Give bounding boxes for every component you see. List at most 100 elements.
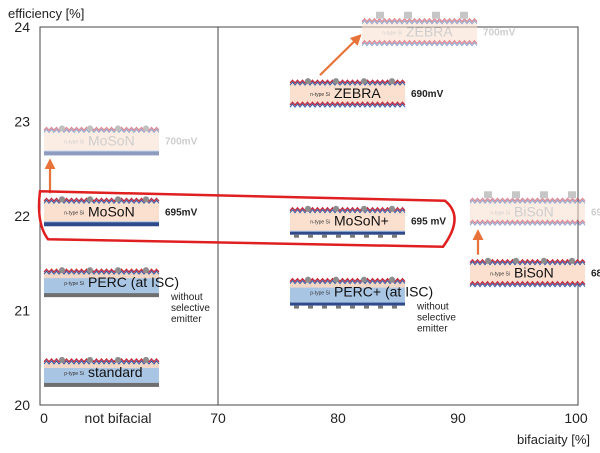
cell-voltage: 700mV xyxy=(483,28,516,39)
front-contact xyxy=(569,257,575,264)
rear-texture xyxy=(361,39,478,45)
front-coating xyxy=(43,270,160,275)
front-contact xyxy=(143,356,149,363)
cell-note: emitter xyxy=(417,324,448,335)
front-contact xyxy=(59,356,65,363)
front-coating xyxy=(289,279,406,285)
front-contact xyxy=(333,276,339,283)
rear-contact xyxy=(294,305,299,309)
rear-contact xyxy=(350,234,355,238)
cell-voltage: 690mV xyxy=(411,89,444,100)
front-contact xyxy=(87,267,93,274)
cell-voltage: 700mV xyxy=(165,136,198,147)
rear-coating xyxy=(361,41,478,47)
wafer-label: n-type Si xyxy=(310,220,330,226)
front-coating xyxy=(289,81,406,86)
x-tick-label: 80 xyxy=(330,410,346,426)
rear-contact xyxy=(364,305,369,309)
x-axis-title: bifaciaity [%] xyxy=(517,432,590,447)
highlight-group xyxy=(37,189,456,248)
cell-zebra-700: n-type Si ZEBRA 700mV xyxy=(361,11,516,47)
cell-note: without xyxy=(170,292,203,303)
front-contact xyxy=(485,257,491,264)
cell-layer xyxy=(470,262,585,283)
wafer-label: n-type Si xyxy=(310,92,330,98)
front-contact xyxy=(115,196,121,203)
rear-contact xyxy=(350,305,355,309)
front-contact xyxy=(87,356,93,363)
front-contact xyxy=(484,191,492,199)
x-tick-label: 90 xyxy=(450,410,466,426)
wafer-label: p-type Si xyxy=(64,371,84,377)
rear-layer xyxy=(290,231,405,235)
front-contact xyxy=(115,267,121,274)
front-contact xyxy=(541,257,547,264)
x-tick-label: 100 xyxy=(564,410,588,426)
rear-contact xyxy=(392,305,397,309)
cell-bison-695: n-type Si BiSoN 695mV xyxy=(469,191,600,227)
front-contact xyxy=(87,125,93,132)
rear-texture xyxy=(289,101,406,107)
front-contact xyxy=(404,11,412,19)
wafer-label: n-type Si xyxy=(490,210,510,216)
cell-layer xyxy=(290,281,405,288)
front-contact xyxy=(389,78,395,85)
front-contact xyxy=(361,205,367,212)
x-tick-label: 0 xyxy=(40,410,48,426)
cell-layer xyxy=(44,272,159,279)
cell-voltage: 695mV xyxy=(165,207,198,218)
wafer-label: p-type Si xyxy=(64,281,84,287)
y-axis-title: efficiency [%] xyxy=(8,6,84,21)
front-contact xyxy=(59,267,65,274)
cell-name: standard xyxy=(88,364,142,380)
front-contact xyxy=(59,125,65,132)
rear-contact xyxy=(308,234,313,238)
front-coating xyxy=(361,19,478,25)
improvement-arrows xyxy=(44,34,484,255)
front-contact xyxy=(376,11,384,19)
cell-name: PERC (at ISC) xyxy=(88,274,179,290)
cell-layer xyxy=(290,210,405,231)
front-contact xyxy=(115,125,121,132)
front-coating xyxy=(469,199,586,205)
rear-contact xyxy=(336,305,341,309)
cell-voltage: 695 mV xyxy=(411,217,446,228)
y-tick-label: 23 xyxy=(14,114,30,130)
cell-name: MoSoN xyxy=(88,132,135,148)
front-contact xyxy=(143,196,149,203)
rear-coating xyxy=(469,221,586,227)
cell-name: ZEBRA xyxy=(334,85,381,101)
front-contact xyxy=(432,11,440,19)
cell-name: BiSoN xyxy=(514,203,554,219)
improvement-arrow xyxy=(319,34,362,76)
front-contact xyxy=(333,78,339,85)
rear-texture xyxy=(469,280,586,286)
cell-perc: p-type Si PERC (at ISC) withoutselectiveem… xyxy=(43,267,210,325)
rear-contact xyxy=(378,305,383,309)
front-texture xyxy=(361,17,478,23)
rear-contact xyxy=(294,234,299,238)
front-contact xyxy=(389,276,395,283)
rear-metal xyxy=(44,151,159,156)
cell-name: MoSoN xyxy=(88,203,135,219)
rear-contact xyxy=(392,234,397,238)
y-tick-label: 22 xyxy=(14,208,30,224)
front-coating xyxy=(43,128,160,134)
cell-name: PERC+ (at ISC) xyxy=(334,284,433,300)
front-coating xyxy=(469,260,586,266)
rear-contact xyxy=(364,234,369,238)
front-contact xyxy=(333,205,339,212)
cell-note: selective xyxy=(171,303,210,314)
cell-standard: p-type Si standard xyxy=(43,356,160,387)
rear-metal xyxy=(44,293,159,298)
cell-moson-700: n-type Si MoSoN 700mV xyxy=(43,125,198,156)
front-contact xyxy=(540,191,548,199)
front-texture xyxy=(469,197,586,203)
front-contact xyxy=(361,78,367,85)
cell-moson: n-type Si MoSoN 695mV xyxy=(43,196,198,227)
wafer-label: n-type Si xyxy=(382,31,402,37)
x-tick-labels: 0 not bifacial 70 80 90 100 xyxy=(40,410,588,426)
wafer-label: n-type Si xyxy=(64,210,84,216)
rear-contact xyxy=(308,305,313,309)
